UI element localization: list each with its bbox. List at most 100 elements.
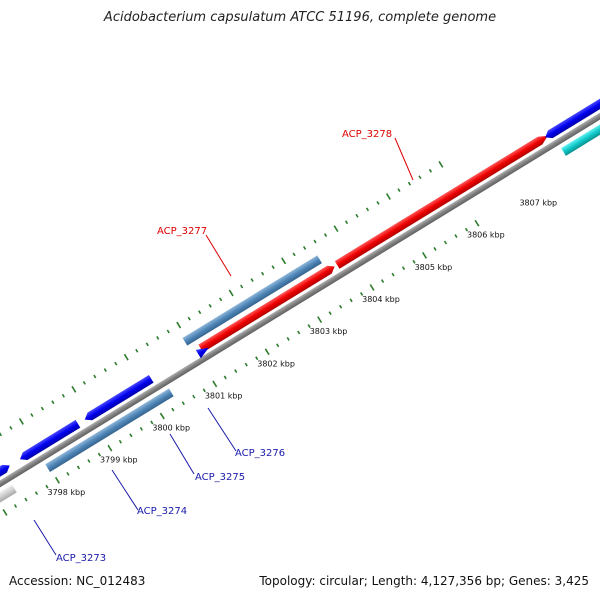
tick-mark [30, 413, 34, 417]
tick-mark [307, 324, 311, 328]
tick-mark [76, 465, 81, 470]
tick-mark [107, 444, 113, 452]
tick-mark [159, 412, 165, 420]
tick-mark [135, 348, 139, 353]
tick-mark [360, 292, 364, 296]
gene-ACP_3276[interactable] [195, 344, 211, 359]
gene-ACP_3275[interactable] [45, 388, 174, 472]
tick-label: 3800 kbp [152, 424, 190, 433]
gene-ACP_3274-arrow[interactable] [18, 419, 81, 463]
tick-mark [87, 459, 91, 463]
tick-mark [240, 284, 244, 289]
tick-mark [428, 168, 433, 173]
label-ACP_3278[interactable]: ACP_3278 [342, 129, 392, 140]
gene-ACP_3277-protein[interactable] [182, 255, 322, 346]
tick-mark [302, 246, 307, 250]
tick-mark [464, 227, 469, 232]
tick-mark [397, 188, 401, 193]
tick-mark [385, 193, 391, 200]
tick-mark [365, 207, 370, 212]
label-ACP_3274[interactable]: ACP_3274 [137, 506, 187, 517]
tick-mark [9, 425, 13, 430]
gene-ACP_3275-arrow[interactable] [82, 374, 154, 423]
tick-mark [123, 353, 129, 361]
tick-mark [349, 298, 353, 303]
tick-mark [344, 220, 349, 225]
tick-mark [250, 278, 254, 282]
tick-mark [223, 375, 227, 380]
tick-mark [0, 432, 3, 437]
tick-mark [71, 385, 77, 393]
tick-mark [255, 356, 259, 361]
map-title: Acidobacterium capsulatum ATCC 51196, co… [103, 10, 497, 25]
tick-mark [376, 201, 380, 205]
tick-mark [234, 369, 238, 373]
tick-mark [418, 175, 422, 180]
tick-mark [407, 181, 412, 186]
gene-ACP_3277[interactable] [198, 263, 337, 353]
gene-ACP_3273[interactable] [0, 484, 17, 534]
tick-label: 3806 kbp [467, 231, 505, 240]
tick-mark [261, 271, 265, 276]
tick-mark [54, 476, 60, 484]
tick-mark [156, 336, 160, 340]
inner-tick-row [2, 219, 480, 516]
tick-mark [24, 497, 28, 502]
tick-mark [114, 361, 118, 366]
gene-right-cyan[interactable] [561, 86, 600, 156]
tick-mark [328, 311, 332, 316]
genome-backbone [0, 77, 600, 523]
tick-mark [228, 289, 234, 297]
tick-mark [187, 316, 191, 321]
tick-mark [181, 401, 185, 406]
gene-ACP_3278[interactable] [334, 132, 550, 269]
tick-mark [51, 400, 55, 405]
tick-mark [422, 251, 428, 259]
tick-mark [61, 393, 65, 398]
tick-label: 3804 kbp [362, 295, 400, 304]
tick-label: 3799 kbp [100, 456, 138, 465]
tick-mark [192, 394, 196, 399]
outer-tick-row [0, 160, 444, 437]
label-ACP_3277[interactable]: ACP_3277 [157, 226, 207, 237]
tick-mark [443, 240, 448, 245]
tick-mark [34, 491, 39, 496]
label-ACP_3273[interactable]: ACP_3273 [56, 553, 106, 564]
label-ACP_3276[interactable]: ACP_3276 [235, 448, 285, 459]
tick-mark [355, 213, 359, 218]
tick-mark [333, 225, 339, 233]
forward-strand-features [0, 67, 600, 515]
accession-text: Accession: NC_012483 [9, 574, 146, 588]
tick-mark [297, 330, 301, 335]
tick-mark [18, 418, 24, 425]
tick-mark [166, 329, 170, 334]
tick-label: 3801 kbp [205, 391, 243, 400]
tick-mark [244, 362, 248, 367]
tick-mark [438, 160, 444, 168]
tick-mark [276, 343, 280, 348]
tick-label: 3805 kbp [415, 263, 453, 272]
tick-mark [286, 336, 290, 341]
tick-mark [13, 504, 18, 508]
tick-mark [323, 233, 328, 237]
tick-mark [271, 265, 275, 270]
tick-mark [93, 374, 97, 379]
tick-mark [103, 368, 107, 372]
tick-mark [401, 266, 406, 271]
tick-mark [171, 407, 175, 412]
tick-mark [82, 380, 86, 385]
tick-mark [380, 279, 385, 283]
tick-mark [198, 310, 202, 315]
tick-mark [45, 484, 49, 489]
tick-labels: 3798 kbp 3799 kbp 3800 kbp 3801 kbp 3802 kbp… [47, 199, 557, 497]
tick-mark [264, 348, 270, 356]
tick-mark [208, 303, 212, 308]
tick-label: 3807 kbp [519, 199, 557, 208]
label-ACP_3275[interactable]: ACP_3275 [195, 472, 245, 483]
tick-mark [150, 420, 154, 425]
tick-mark [433, 247, 437, 251]
gene-right-edge[interactable] [543, 67, 600, 142]
tick-mark [118, 439, 122, 444]
tick-mark [212, 380, 218, 388]
